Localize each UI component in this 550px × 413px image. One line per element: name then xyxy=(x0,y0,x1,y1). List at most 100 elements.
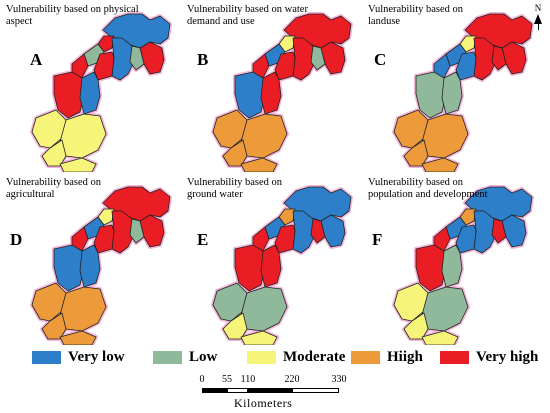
panel-title: Vulnerability based on landuse xyxy=(368,4,464,27)
legend-label: Hiigh xyxy=(387,348,423,365)
region xyxy=(31,109,67,149)
region xyxy=(421,330,459,345)
region xyxy=(501,214,527,248)
map-panel-a: Vulnerability based on physical aspect A xyxy=(0,0,181,172)
region xyxy=(393,282,429,322)
scale-tick-label: 220 xyxy=(284,374,300,385)
region xyxy=(260,71,282,115)
legend-item-high: Hiigh xyxy=(351,348,423,366)
region xyxy=(240,330,278,345)
map-d xyxy=(30,185,172,345)
panel-title: Vulnerability based on ground water xyxy=(187,177,283,200)
map-panel-c: Vulnerability based on landuse C N xyxy=(362,0,550,172)
north-arrow: N xyxy=(532,3,544,30)
north-arrow-icon xyxy=(534,14,542,24)
region xyxy=(79,244,101,288)
legend-item-moderate: Moderate xyxy=(247,348,345,366)
scale-unit: Kilometers xyxy=(234,396,293,410)
map-panel-b: Vulnerability based on water demand and … xyxy=(181,0,362,172)
panel-letter: A xyxy=(30,50,43,69)
legend-swatch xyxy=(440,350,469,364)
region xyxy=(310,45,326,71)
panel-title: Vulnerability based on agricultural xyxy=(6,177,102,200)
region xyxy=(234,71,266,119)
region xyxy=(455,51,477,81)
region xyxy=(310,218,326,244)
scale-tick-label: 110 xyxy=(240,374,256,385)
region xyxy=(240,157,278,172)
legend-swatch xyxy=(32,350,61,364)
region xyxy=(31,282,67,322)
scale-tick-label: 330 xyxy=(331,374,347,385)
region xyxy=(59,157,97,172)
region xyxy=(455,224,477,254)
legend-swatch xyxy=(351,350,380,364)
map-e xyxy=(211,185,353,345)
region xyxy=(129,218,145,244)
panel-title: Vulnerability based on water demand and … xyxy=(187,4,308,27)
panel-letter: E xyxy=(197,230,209,249)
scale-segment xyxy=(248,388,292,393)
region xyxy=(421,157,459,172)
region xyxy=(491,218,507,244)
region xyxy=(79,71,101,115)
region xyxy=(53,244,85,292)
region xyxy=(403,139,429,167)
region xyxy=(274,224,296,254)
legend-label: Very high xyxy=(476,348,539,365)
legend-label: Very low xyxy=(68,348,125,365)
region xyxy=(139,214,165,248)
region xyxy=(501,41,527,75)
scale-segment xyxy=(227,388,248,393)
scale-tick-label: 55 xyxy=(222,374,232,385)
scale-tick-label: 0 xyxy=(199,374,205,385)
panel-letter: C xyxy=(374,50,387,69)
region xyxy=(59,330,97,345)
north-label: N xyxy=(534,3,542,13)
map-a xyxy=(30,12,172,172)
region xyxy=(260,244,282,288)
region xyxy=(129,45,145,71)
panel-letter: D xyxy=(10,230,23,249)
legend-label: Low xyxy=(189,348,218,365)
panel-title: Vulnerability based on physical aspect xyxy=(6,4,139,27)
panel-title: Vulnerability based on population and de… xyxy=(368,177,488,200)
map-c xyxy=(392,12,534,172)
map-b xyxy=(211,12,353,172)
legend-item-low: Low xyxy=(153,348,217,366)
legend-item-very-high: Very high xyxy=(440,348,538,366)
region xyxy=(415,71,447,119)
region xyxy=(212,282,248,322)
region xyxy=(320,41,346,75)
region xyxy=(222,139,248,167)
region xyxy=(320,214,346,248)
legend-item-very-low: Very low xyxy=(32,348,125,366)
scale-bar: 0 55 110 220 330 Kilometers xyxy=(0,374,550,413)
region xyxy=(93,224,115,254)
region xyxy=(222,312,248,340)
map-panel-f: Vulnerability based on population and de… xyxy=(362,173,550,345)
region xyxy=(441,71,463,115)
scale-segment xyxy=(292,388,339,393)
panel-letter: F xyxy=(372,230,383,249)
map-panel-e: Vulnerability based on ground water E xyxy=(181,173,362,345)
legend-swatch xyxy=(153,350,182,364)
region xyxy=(234,244,266,292)
region xyxy=(393,109,429,149)
region xyxy=(41,139,67,167)
region xyxy=(403,312,429,340)
region xyxy=(441,244,463,288)
map-f xyxy=(392,185,534,345)
region xyxy=(93,51,115,81)
region xyxy=(53,71,85,119)
region xyxy=(41,312,67,340)
legend: Very low Low Moderate Hiigh Very high xyxy=(0,346,550,368)
region xyxy=(212,109,248,149)
legend-swatch xyxy=(247,350,276,364)
region xyxy=(139,41,165,75)
region xyxy=(415,244,447,292)
scale-segment xyxy=(202,388,227,393)
region xyxy=(274,51,296,81)
region xyxy=(491,45,507,71)
legend-label: Moderate xyxy=(283,348,346,365)
